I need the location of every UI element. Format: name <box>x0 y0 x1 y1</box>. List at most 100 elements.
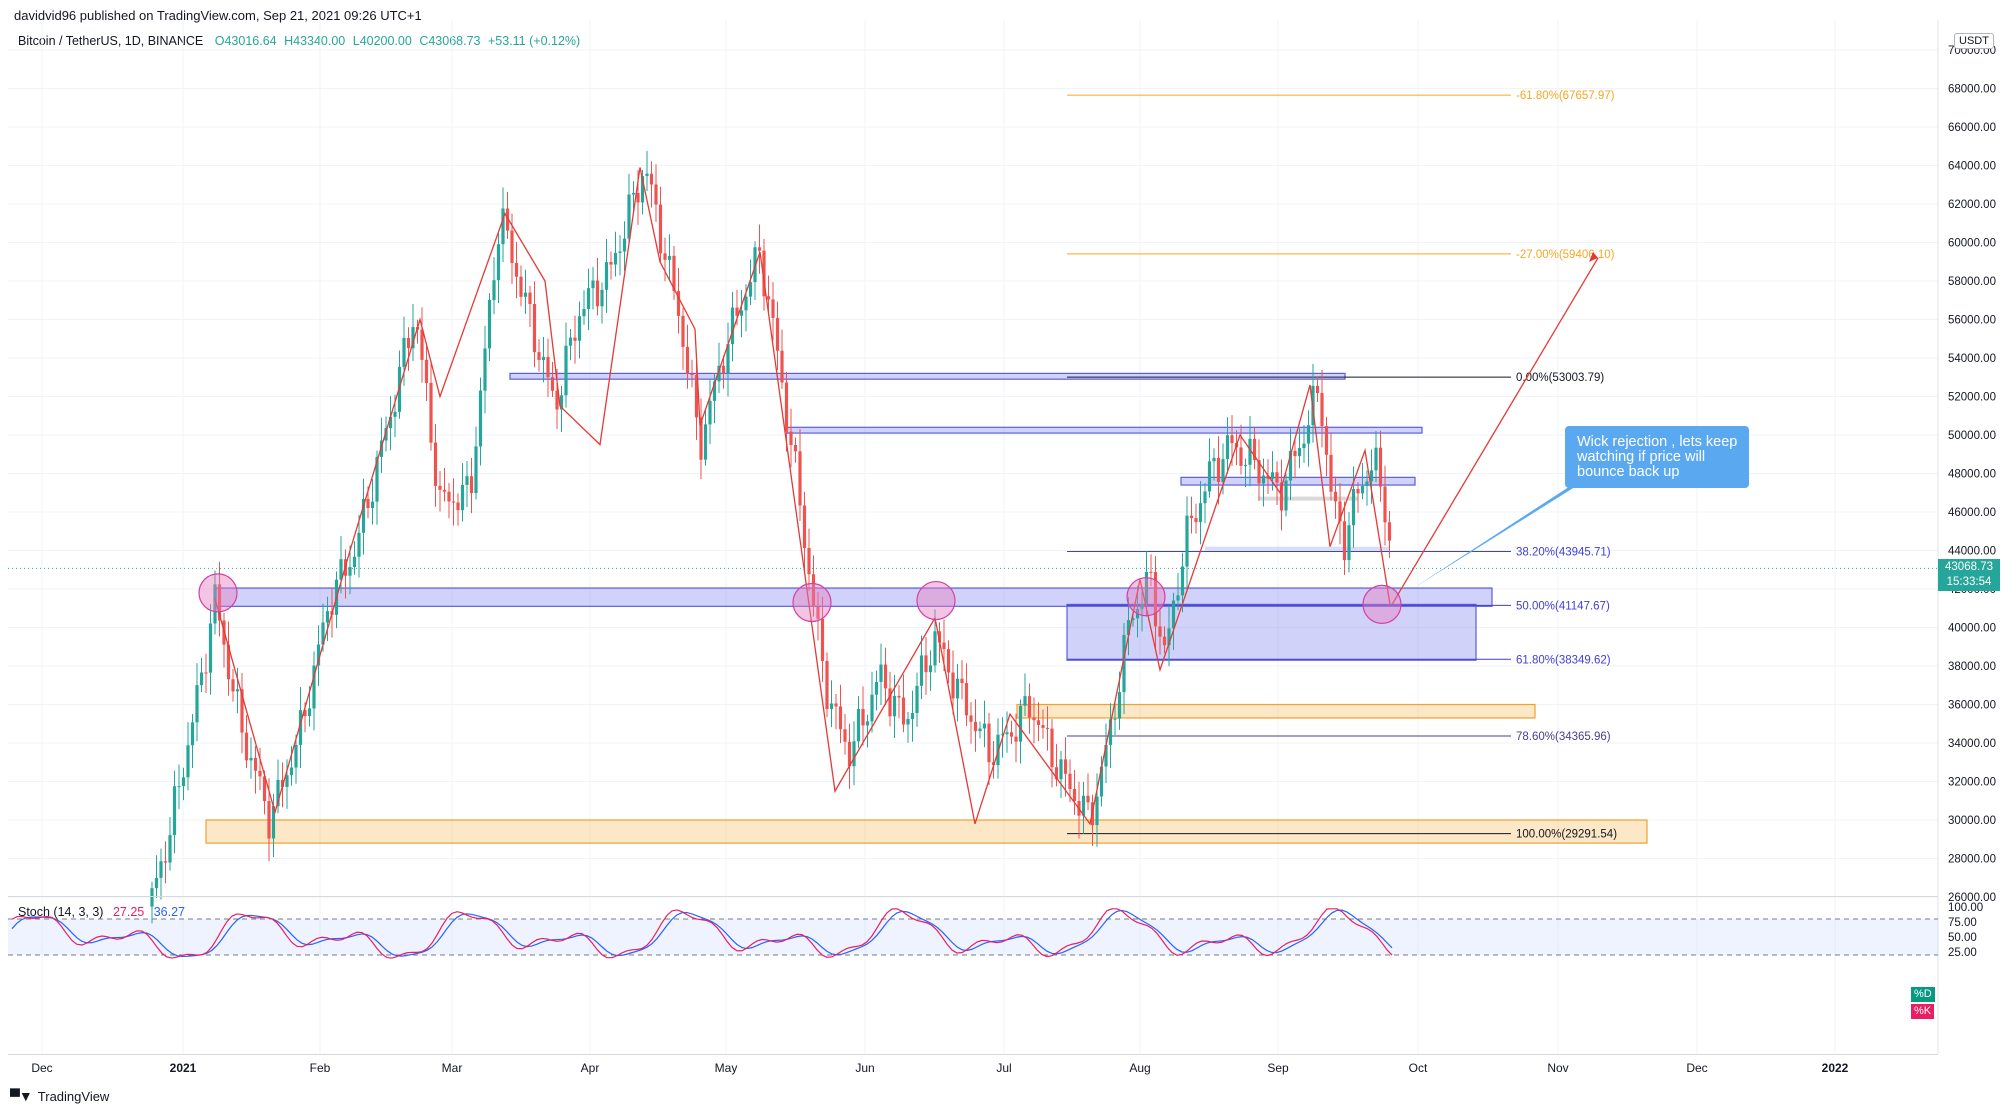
candle-body <box>402 337 406 367</box>
candle-body <box>1239 447 1243 466</box>
candle-body <box>1221 459 1225 482</box>
candle-body <box>622 238 627 252</box>
candle-body <box>1302 443 1306 449</box>
candle-body <box>361 498 366 533</box>
candle-body <box>253 757 258 771</box>
candle-body <box>1018 705 1023 742</box>
candle-body <box>627 194 631 239</box>
candle-body <box>600 289 604 307</box>
candle-body <box>496 244 501 281</box>
candle-body <box>501 208 505 245</box>
candle-body <box>595 280 600 307</box>
candle-body <box>681 315 685 347</box>
tradingview-mark-icon: ▀▼ <box>10 1088 33 1104</box>
candle-body <box>172 786 177 836</box>
candle-body <box>348 567 352 576</box>
ohlc-open: O43016.64 <box>214 34 277 48</box>
candle-body <box>654 184 658 205</box>
candle-body <box>1212 457 1216 462</box>
candle-body <box>667 255 672 260</box>
currency-badge[interactable]: USDT <box>1954 33 1994 49</box>
candle-body <box>699 417 703 460</box>
candle-body <box>946 649 951 673</box>
candle-body <box>937 631 942 643</box>
stoch-legend[interactable]: Stoch (14, 3, 3) 27.25 36.27 <box>18 905 185 919</box>
candle-body <box>1378 447 1383 487</box>
candle-body <box>901 697 906 725</box>
candle-body <box>1288 450 1293 481</box>
candle-body <box>1149 571 1153 573</box>
candle-body <box>672 255 676 292</box>
annotation-callout[interactable]: Wick rejection , lets keep watching if p… <box>1565 426 1749 488</box>
candle-body <box>843 729 847 742</box>
stoch-axis-label: 75.00 <box>1948 917 1977 929</box>
ohlc-close: C43068.73 <box>419 34 481 48</box>
candle-body <box>213 584 217 624</box>
candle-body <box>1198 503 1203 523</box>
candle-body <box>1041 725 1045 728</box>
candle-body <box>456 502 460 511</box>
stoch-k-tag: %K <box>1911 1004 1935 1019</box>
candle-body <box>1014 736 1018 742</box>
candle-body <box>982 723 987 729</box>
candle-body <box>1050 728 1054 768</box>
projection-arrow <box>1391 257 1599 605</box>
candle-body <box>604 262 609 290</box>
candle-body <box>1383 486 1387 523</box>
time-axis-label: Sep <box>1267 1061 1289 1075</box>
candle-body <box>978 728 982 732</box>
fib-label: 61.80%(38349.62) <box>1516 654 1611 666</box>
candle-body <box>280 780 285 787</box>
candle-body <box>163 861 168 863</box>
tradingview-logo[interactable]: ▀▼ TradingView <box>10 1088 109 1104</box>
candle-body <box>730 307 735 345</box>
candle-body <box>784 382 789 432</box>
pane-divider[interactable] <box>8 896 1938 897</box>
candle-body <box>1320 393 1324 427</box>
highlight-circle <box>1362 584 1402 625</box>
candle-body <box>906 718 910 725</box>
candle-body <box>271 806 276 839</box>
candle-body <box>568 337 573 346</box>
candle-body <box>973 721 978 732</box>
stoch-axis-label: 50.00 <box>1948 932 1977 944</box>
candle-body <box>154 877 159 889</box>
tradingview-brand: TradingView <box>37 1088 110 1104</box>
candle-body <box>829 703 834 710</box>
candle-body <box>1203 491 1207 504</box>
candle-body <box>933 631 937 666</box>
candle-body <box>411 327 415 349</box>
symbol-legend[interactable]: Bitcoin / TetherUS, 1D, BINANCE O43016.6… <box>18 34 580 48</box>
highlight-circle <box>198 573 238 613</box>
minor-zone <box>1205 546 1390 551</box>
last-price-value: 43068.73 <box>1945 561 1993 573</box>
candle-body <box>676 291 681 316</box>
resistance-zone <box>509 372 1346 380</box>
candle-body <box>987 723 991 763</box>
candle-body <box>1063 759 1068 774</box>
candle-body <box>1306 425 1311 444</box>
candle-body <box>1113 718 1117 720</box>
time-axis-label: Oct <box>1409 1061 1428 1075</box>
candle-body <box>748 282 753 297</box>
ohlc-high: H43340.00 <box>284 34 346 48</box>
candle-body <box>744 296 748 311</box>
candle-body <box>1270 472 1275 479</box>
candle-body <box>1216 457 1221 482</box>
candle-body <box>393 411 397 417</box>
candle-body <box>1158 626 1162 637</box>
candle-body <box>1279 482 1284 511</box>
time-axis: Dec 2021 Feb Mar Apr May Jun Jul Aug Sep Oct Nov Dec… <box>31 1061 1848 1075</box>
price-axis-label: 28000.00 <box>1948 854 1996 866</box>
candle-body <box>631 192 636 195</box>
candle-body <box>766 296 771 300</box>
fib-label: 38.20%(43945.71) <box>1516 547 1611 559</box>
candle-body <box>1095 796 1099 826</box>
candle-body <box>1297 448 1302 457</box>
candle-body <box>1257 460 1261 484</box>
candle-body <box>447 491 451 502</box>
time-axis-label: Jul <box>996 1061 1011 1075</box>
candle-body <box>708 400 712 425</box>
candle-body <box>298 710 303 745</box>
